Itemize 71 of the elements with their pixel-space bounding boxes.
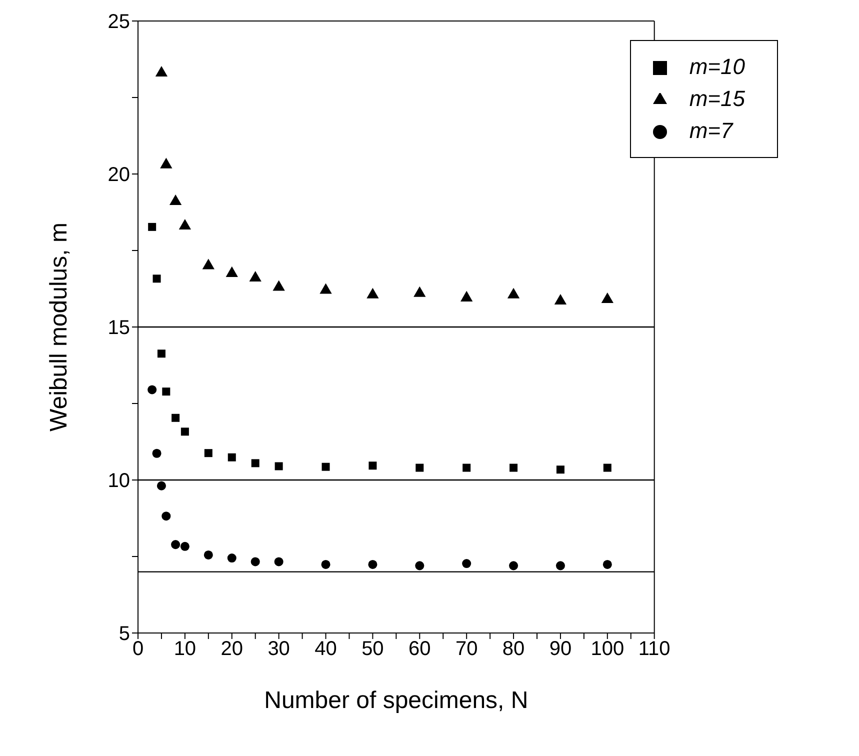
point <box>180 542 190 551</box>
x-tick-label: 0 <box>132 638 144 660</box>
point <box>509 561 518 570</box>
point <box>171 540 180 550</box>
point <box>602 560 612 569</box>
point <box>160 158 172 168</box>
point <box>226 266 238 277</box>
y-tick-label: 10 <box>108 470 130 492</box>
x-tick-label: 40 <box>314 638 337 660</box>
point <box>601 292 614 303</box>
point <box>157 350 166 358</box>
legend-label: m=15 <box>689 86 745 111</box>
legend-label: m=7 <box>689 118 733 143</box>
legend-label: m=10 <box>689 54 745 79</box>
x-tick-label: 60 <box>408 638 431 660</box>
point <box>510 464 518 472</box>
point <box>462 559 472 568</box>
point <box>507 288 520 298</box>
point <box>249 271 262 282</box>
x-tick-label: 50 <box>362 638 384 660</box>
point <box>204 449 212 458</box>
point <box>366 288 379 298</box>
point <box>228 453 236 462</box>
point <box>414 286 426 297</box>
point <box>178 219 192 230</box>
x-tick-label: 30 <box>268 638 290 660</box>
point <box>148 222 156 231</box>
point <box>155 66 168 77</box>
point <box>462 464 471 472</box>
point <box>169 194 182 206</box>
point <box>251 459 260 468</box>
point <box>274 462 283 470</box>
point <box>162 388 170 396</box>
point <box>152 274 161 283</box>
x-tick-label: 20 <box>220 638 244 660</box>
x-axis-title: Number of specimens, N <box>264 687 528 714</box>
point <box>556 561 565 570</box>
x-tick-label: 90 <box>549 638 572 660</box>
point <box>227 554 236 563</box>
point <box>556 466 564 474</box>
x-tick-label: 70 <box>455 638 478 660</box>
point <box>202 258 214 270</box>
point <box>204 550 213 560</box>
point <box>156 481 166 490</box>
point <box>320 283 332 294</box>
point <box>554 294 567 304</box>
x-tick-label: 110 <box>638 638 670 660</box>
y-tick-label: 20 <box>108 164 130 186</box>
x-tick-label: 100 <box>590 638 624 660</box>
point <box>172 414 180 422</box>
x-tick-label: 80 <box>502 638 525 660</box>
point <box>415 561 424 570</box>
point <box>322 462 330 471</box>
y-tick-label: 5 <box>118 623 130 646</box>
y-tick-label: 15 <box>108 317 130 340</box>
point <box>603 464 612 472</box>
y-tick-label: 25 <box>108 11 130 34</box>
point <box>321 560 330 569</box>
x-tick-label: 10 <box>174 638 196 660</box>
point <box>460 290 473 302</box>
point <box>148 385 157 394</box>
point <box>272 280 285 291</box>
point <box>180 428 189 436</box>
point <box>162 512 171 521</box>
point <box>368 560 378 569</box>
y-axis-title: Weibull modulus, m <box>46 222 73 432</box>
point <box>416 464 424 472</box>
point <box>368 462 377 470</box>
point <box>250 557 260 566</box>
point <box>274 557 284 566</box>
point <box>152 448 162 458</box>
